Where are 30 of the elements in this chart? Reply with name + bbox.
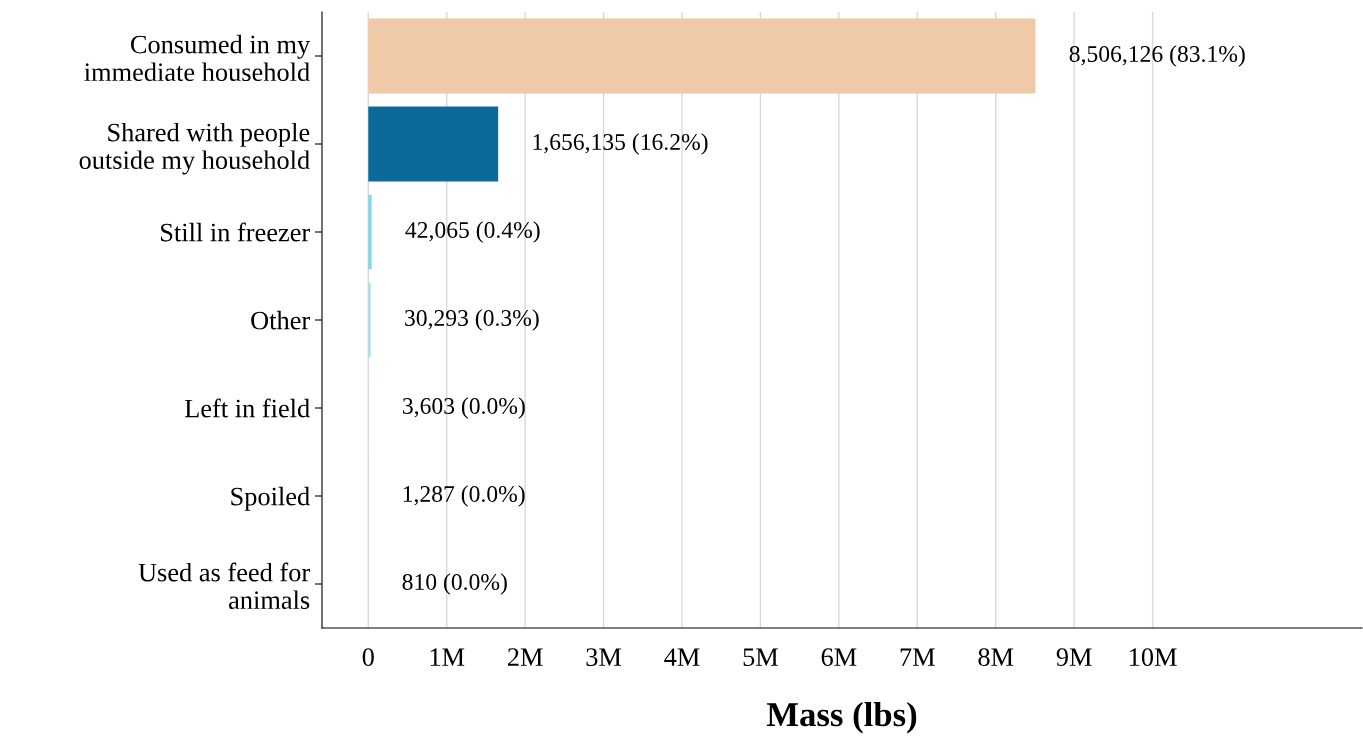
data-label: 1,287 (0.0%) (403, 485, 525, 507)
bar (368, 194, 372, 270)
x-tick-label: 1M (430, 648, 465, 666)
bar (368, 106, 499, 182)
bar (368, 282, 371, 358)
bar (368, 18, 1036, 94)
y-tick-label: Left in field (184, 398, 310, 418)
x-tick-label: 9M (1056, 648, 1092, 667)
y-tick-label: Consumed in my immediate household (84, 34, 311, 82)
data-label: 810 (0.0%) (402, 573, 507, 595)
x-tick-label: 2M (507, 648, 543, 666)
x-tick-label: 5M (743, 648, 778, 667)
x-tick-label: 0 (362, 648, 374, 667)
y-tick-label: Shared with people outside my household (79, 122, 310, 175)
x-axis-title: Mass (lbs) (766, 701, 917, 734)
data-label: 3,603 (0.0%) (403, 397, 525, 419)
x-tick-label: 3M (586, 648, 622, 667)
x-tick-label: 6M (821, 648, 857, 667)
y-tick-label: Used as feed for animals (138, 562, 310, 610)
data-label: 42,065 (0.4%) (405, 221, 540, 243)
x-tick-label: 4M (664, 648, 700, 666)
x-tick-label: 7M (900, 648, 935, 666)
y-tick-label: Still in freezer (161, 222, 310, 242)
y-tick-label: Other (251, 310, 310, 330)
x-tick-label: 10M (1129, 648, 1177, 667)
y-tick-label: Spoiled (231, 486, 310, 511)
data-label: 1,656,135 (16.2%) (533, 133, 708, 155)
data-label: 30,293 (0.3%) (405, 309, 539, 331)
data-label: 8,506,126 (83.1%) (1069, 45, 1245, 67)
x-tick-label: 8M (978, 648, 1014, 667)
